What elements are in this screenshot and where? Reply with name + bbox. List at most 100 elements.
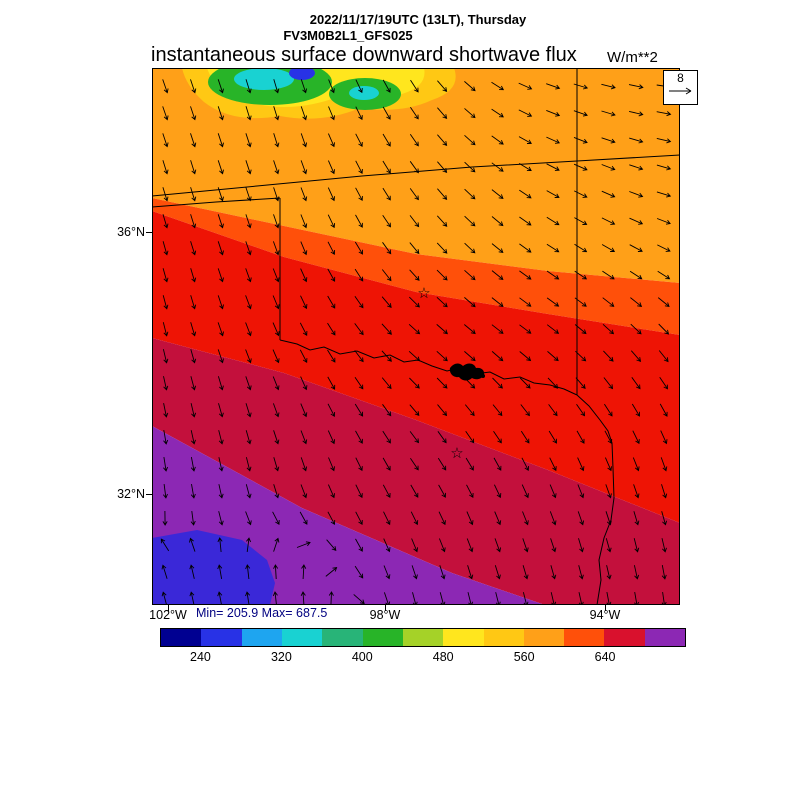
wind-arrow (657, 244, 671, 252)
wind-arrow (301, 564, 307, 580)
lon-tick-94w (605, 605, 606, 611)
wind-arrow (190, 376, 197, 391)
colorbar-segment (281, 629, 323, 646)
wind-arrow (549, 511, 557, 526)
region-red (152, 211, 680, 523)
wind-arrow (656, 111, 672, 117)
wind-arrow (467, 565, 474, 580)
wind-arrow (519, 297, 532, 307)
wind-arrow (190, 403, 197, 418)
wind-arrow (381, 323, 392, 335)
wind-arrow (491, 135, 504, 145)
wind-arrow (327, 268, 336, 282)
wind-arrow (190, 187, 197, 202)
wind-arrow (518, 163, 532, 172)
wind-arrow (327, 133, 335, 148)
wind-arrow (410, 484, 419, 498)
wind-arrow (465, 457, 474, 471)
wind-arrow (408, 296, 420, 308)
wind-arrow (190, 484, 196, 499)
wind-arrow (163, 457, 169, 472)
wind-arrow (629, 191, 644, 198)
wind-arrow (464, 351, 476, 362)
wind-arrow (575, 350, 587, 362)
wind-arrow (658, 323, 670, 335)
wind-arrow (466, 511, 474, 526)
state-borders (152, 68, 680, 605)
wind-arrow (409, 377, 420, 389)
wind-arrow (383, 538, 391, 553)
wind-arrow (218, 484, 224, 499)
wind-arrow (604, 403, 613, 417)
wind-arrow (408, 350, 421, 362)
wind-arrow (436, 269, 448, 281)
wind-arrow (189, 591, 195, 605)
region-orange-red (152, 198, 680, 335)
wind-arrow (577, 511, 585, 526)
wind-arrow (628, 84, 644, 90)
wind-arrow (630, 297, 643, 307)
wind-arrow (300, 457, 308, 472)
wind-arrow (327, 160, 335, 175)
wind-arrow (549, 484, 557, 499)
wind-arrow (217, 349, 224, 364)
model-line: FV3M0B2L1_GFS025 (283, 28, 413, 43)
wind-arrow (218, 457, 224, 472)
map-area: ☆ ☆ (152, 68, 680, 605)
wind-arrow (273, 457, 280, 472)
wind-arrow (548, 404, 558, 417)
wind-arrow (189, 537, 196, 552)
wind-arrow (409, 404, 420, 416)
wind-arrow (577, 484, 585, 499)
wind-arrow (577, 457, 585, 472)
wind-arrow (661, 565, 667, 580)
wind-arrow (411, 565, 418, 580)
wind-arrow (657, 270, 671, 280)
wind-arrow (436, 350, 448, 362)
wind-arrow (439, 592, 446, 605)
reference-vector-box: 8 (663, 70, 698, 105)
wind-arrow (492, 404, 503, 417)
wind-arrow (630, 323, 642, 335)
colorbar-tick-label: 240 (190, 650, 211, 664)
wind-arrow (467, 592, 474, 605)
wind-arrow (628, 110, 644, 117)
wind-arrow (464, 269, 476, 281)
wind-arrow (464, 81, 476, 92)
wind-arrow (464, 134, 476, 146)
wind-arrow (272, 295, 280, 310)
wind-arrow (190, 106, 197, 121)
wind-arrow (464, 188, 476, 200)
wind-arrow (438, 484, 446, 498)
wind-arrow (354, 323, 364, 336)
wind-arrow (272, 376, 280, 391)
wind-arrow (381, 377, 392, 390)
wind-arrow (161, 564, 168, 579)
wind-arrow (409, 431, 420, 444)
wind-arrow (217, 160, 224, 175)
wind-arrow (659, 376, 668, 390)
wind-arrow (491, 216, 504, 227)
wind-arrow (355, 187, 363, 201)
lake-dot (481, 374, 485, 378)
wind-arrow (603, 377, 614, 390)
wind-arrow (661, 538, 667, 553)
wind-arrow (190, 457, 196, 472)
colorbar-tick-label: 480 (432, 650, 454, 664)
wind-arrow (327, 241, 336, 255)
wind-arrow (300, 484, 308, 499)
lat-label-32n: 32°N (117, 487, 145, 501)
wind-arrow (493, 484, 502, 499)
wind-arrow (245, 268, 252, 283)
wind-arrow (273, 430, 280, 445)
wind-arrow (410, 79, 419, 93)
wind-arrow (272, 511, 280, 525)
wind-arrow (550, 538, 557, 553)
wind-arrow (409, 133, 419, 147)
wind-arrow (328, 591, 334, 605)
wind-arrow (437, 457, 447, 471)
wind-arrow (272, 268, 280, 283)
wind-arrow (550, 592, 557, 605)
reference-vector-value: 8 (677, 71, 684, 85)
wind-arrow (300, 160, 308, 175)
